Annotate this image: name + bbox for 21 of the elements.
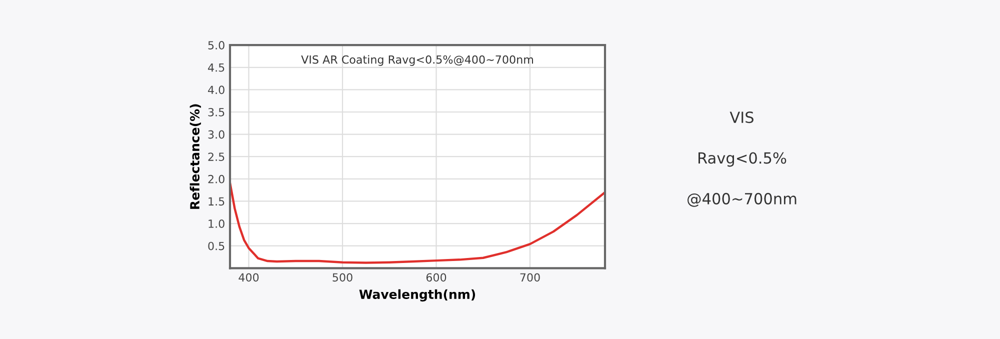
y-tick-label: 4.0: [208, 86, 224, 94]
text: VIS AR Coating Ravg<0.5%@400~700nm: [301, 55, 534, 66]
text: Ravg<0.5%: [698, 152, 786, 167]
line-series: [230, 182, 605, 264]
y-tick-label: 4.5: [208, 64, 224, 72]
y-tick-label: 2.5: [208, 152, 224, 161]
y-tick-label: 3.0: [208, 130, 224, 139]
y-tick-label: 2.0: [208, 174, 224, 184]
x-tick-label: 400: [238, 273, 259, 282]
y-tick-label: 5.0: [208, 41, 224, 50]
text: VIS: [730, 112, 754, 124]
x-tick-label: 700: [520, 273, 540, 282]
y-axis-title: Reflectance(%): [190, 104, 201, 209]
x-tick-label: 600: [426, 273, 446, 282]
y-tick-label: 3.5: [208, 108, 224, 116]
y-tick-label: 1.5: [208, 197, 224, 206]
text: @400~700nm: [688, 192, 796, 207]
x-tick-label: 500: [332, 273, 352, 282]
x-axis-title: Wavelength(nm): [359, 289, 476, 302]
y-tick-label: 1.0: [208, 220, 224, 228]
y-tick-label: 0.5: [208, 242, 224, 250]
